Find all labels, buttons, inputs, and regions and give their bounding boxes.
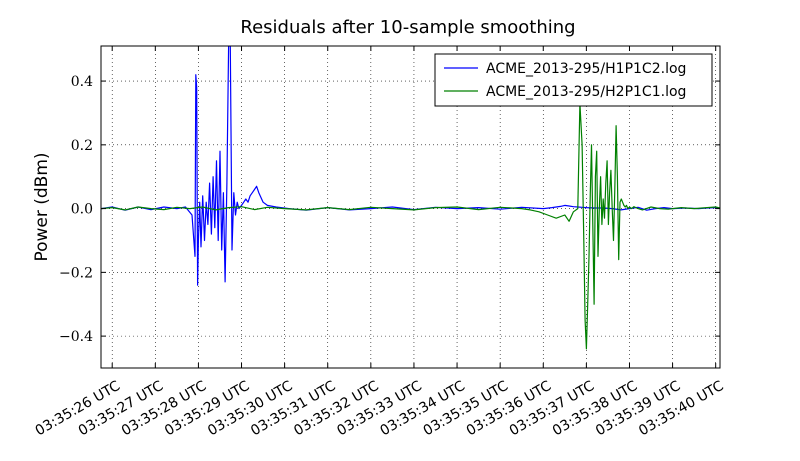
y-tick-label: −0.2 [59,265,93,281]
chart-title: Residuals after 10-sample smoothing [240,17,575,38]
y-axis-label: Power (dBm) [32,152,52,261]
y-tick-label: −0.4 [59,329,93,345]
series-line-1 [101,46,720,286]
legend-box [434,53,713,107]
y-tick-labels: −0.4 −0.2 0.0 0.2 0.4 [59,74,93,345]
y-tick-label: 0.4 [71,74,93,90]
legend-label-series-2: ACME_2013-295/H2P1C1.log [486,84,686,100]
series-layer [101,46,720,350]
plot-frame [100,45,721,369]
legend-label-series-1: ACME_2013-295/H1P1C2.log [486,61,686,77]
tick-marks [101,46,720,368]
y-tick-label: 0.2 [71,138,93,154]
legend: ACME_2013-295/H1P1C2.log ACME_2013-295/H… [434,53,713,107]
y-tick-label: 0.0 [71,202,93,218]
series-line-2 [101,102,720,350]
